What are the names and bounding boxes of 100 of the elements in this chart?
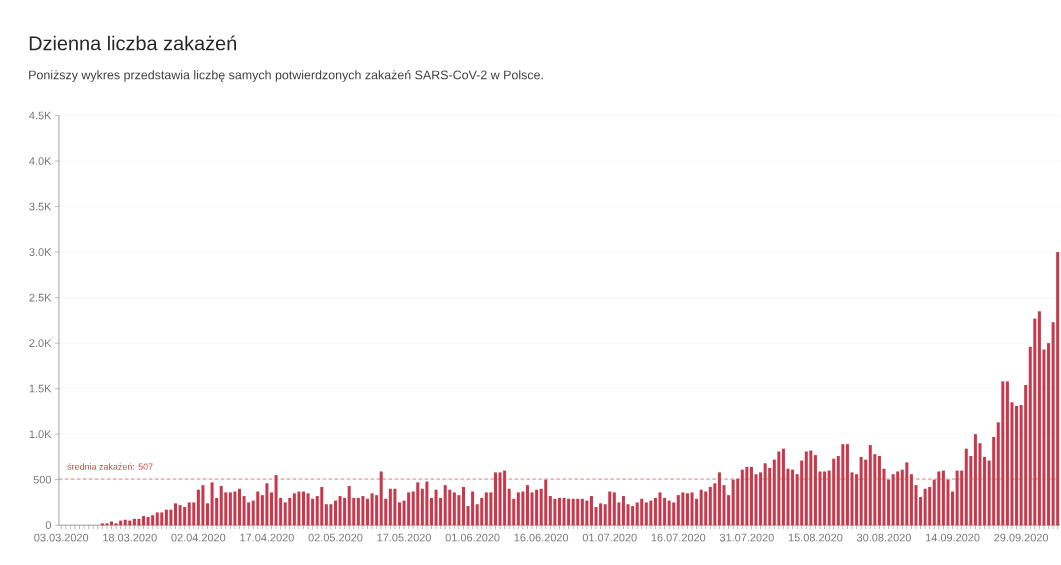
bar [137, 518, 141, 525]
bar [516, 492, 520, 525]
x-tick-label: 17.05.2020 [377, 533, 431, 542]
bar [429, 497, 433, 525]
bar [653, 497, 657, 525]
bar [375, 494, 379, 525]
x-tick-label: 17.04.2020 [240, 533, 294, 542]
bar [370, 493, 374, 525]
bar [832, 458, 836, 525]
bar [923, 488, 927, 525]
bar [425, 481, 429, 525]
bar [557, 497, 561, 525]
bar [562, 497, 566, 525]
bar [484, 492, 488, 525]
y-tick-label: 4.0K [29, 157, 52, 165]
bar [288, 497, 292, 525]
bar [631, 505, 635, 525]
bar [265, 483, 269, 525]
bar [1015, 405, 1019, 525]
bar [333, 500, 337, 525]
bar [676, 494, 680, 525]
bar [210, 482, 214, 525]
bar [283, 502, 287, 525]
bar [585, 500, 589, 525]
bar [544, 479, 548, 525]
bar [941, 470, 945, 525]
x-tick-label: 02.05.2020 [308, 533, 363, 542]
bar [397, 502, 401, 525]
bar [937, 471, 941, 525]
bar [242, 495, 246, 525]
bar [708, 486, 712, 525]
bar [256, 491, 260, 525]
x-tick-label: 30.08.2020 [857, 533, 911, 542]
bar [365, 498, 369, 525]
bar [553, 498, 557, 525]
bar [1047, 342, 1051, 525]
x-tick-label: 01.06.2020 [445, 533, 500, 542]
bar [320, 486, 324, 525]
bar [123, 519, 127, 525]
y-tick-label: 1.5K [29, 384, 52, 393]
bar [809, 450, 813, 525]
bar [905, 462, 909, 525]
bar [635, 502, 639, 525]
bar [649, 500, 653, 525]
bar [955, 470, 959, 525]
x-tick-label: 16.06.2020 [514, 533, 569, 542]
x-tick-label: 03.03.2020 [34, 533, 89, 542]
x-tick-label: 29.09.2020 [994, 533, 1049, 542]
bar [754, 473, 758, 525]
bar [777, 451, 781, 525]
bar [530, 492, 534, 525]
ref-line-label: średnia zakażeń: 507 [67, 462, 153, 470]
bar [535, 489, 539, 525]
bar [740, 469, 744, 525]
x-tick-label: 31.07.2020 [719, 533, 774, 542]
bar [567, 498, 571, 525]
bar [205, 503, 210, 525]
bar [192, 502, 196, 525]
bar [749, 466, 753, 525]
bar [457, 494, 461, 525]
bar [951, 491, 955, 525]
bar [187, 502, 191, 525]
bar [800, 460, 804, 525]
y-tick-label: 2.5K [29, 293, 52, 302]
bar [407, 492, 411, 525]
bar [142, 515, 146, 525]
bar [859, 456, 863, 525]
bar [672, 502, 676, 525]
x-tick-label: 14.09.2020 [925, 533, 980, 542]
bar [233, 491, 237, 525]
bar [763, 463, 767, 525]
bar [274, 474, 278, 525]
bar [1005, 381, 1009, 525]
bar [324, 504, 328, 525]
bar [338, 495, 342, 525]
bar [891, 473, 895, 525]
bar [599, 503, 603, 525]
bar [667, 500, 671, 525]
bar [864, 459, 868, 525]
bar [146, 516, 150, 525]
y-tick-label: 1.0K [29, 430, 52, 438]
x-tick-label: 16.07.2020 [651, 533, 706, 542]
bar [868, 444, 872, 525]
bar [621, 495, 625, 525]
bar [155, 512, 159, 525]
x-tick-label: 02.04.2020 [171, 533, 226, 542]
bar [571, 498, 575, 525]
bar [480, 497, 484, 525]
bar [768, 467, 772, 525]
bar [580, 498, 584, 525]
bar [416, 482, 420, 525]
bar [608, 491, 612, 525]
bar [964, 448, 968, 525]
bar [919, 496, 923, 525]
bar [548, 495, 552, 525]
bar [160, 512, 164, 525]
bar [594, 506, 598, 525]
bar [443, 484, 447, 525]
bar [164, 509, 168, 525]
bar [132, 518, 136, 525]
